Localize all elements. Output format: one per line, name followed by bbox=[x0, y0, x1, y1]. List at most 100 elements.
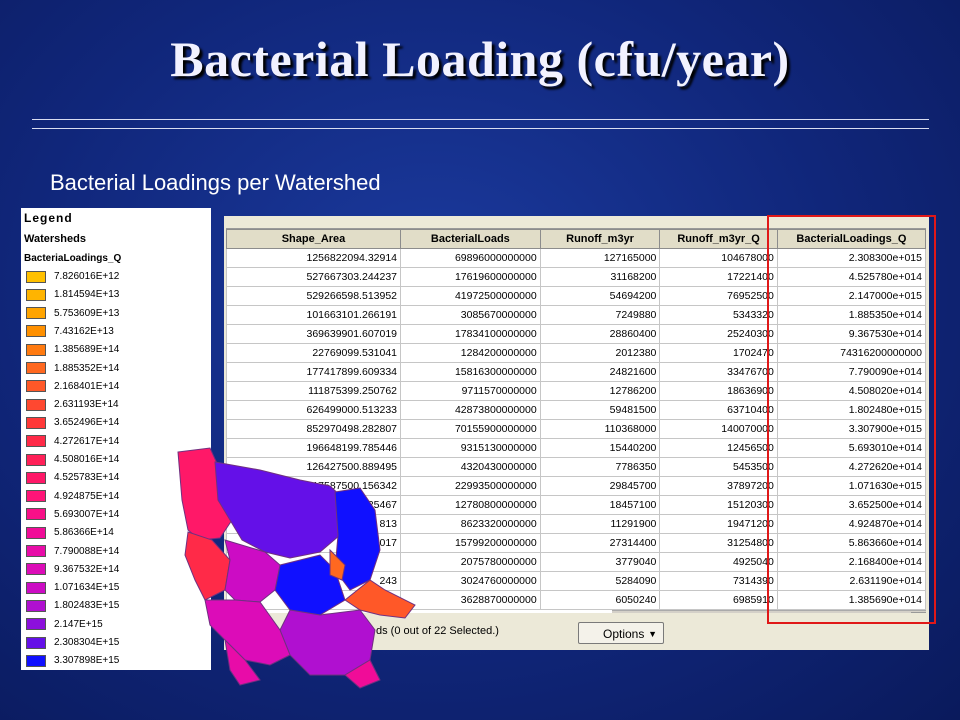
table-cell: 852970498.282807 bbox=[226, 419, 402, 439]
legend-label: 5.86366E+14 bbox=[54, 527, 114, 539]
legend-label: 9.367532E+14 bbox=[54, 563, 120, 575]
table-cell: 12786200 bbox=[539, 381, 661, 401]
table-cell: 127165000 bbox=[539, 248, 661, 268]
table-cell: 3.307900e+015 bbox=[776, 419, 926, 439]
legend-item: 4.272617E+14 bbox=[26, 435, 119, 448]
watershed-south-east bbox=[344, 659, 381, 689]
legend-item: 1.071634E+15 bbox=[26, 581, 119, 594]
table-row[interactable]: 22769099.531041 1284200000000 2012380 17024… bbox=[226, 343, 926, 363]
column-header[interactable]: Runoff_m3yr_Q bbox=[659, 229, 778, 249]
table-cell: 8623320000000 bbox=[400, 514, 541, 534]
table-cell: 3628870000000 bbox=[400, 590, 541, 610]
slide-subtitle: Bacterial Loadings per Watershed bbox=[50, 170, 381, 195]
table-cell: 4320430000000 bbox=[400, 457, 541, 477]
table-cell: 5284090 bbox=[539, 571, 661, 591]
legend-item: 7.43162E+13 bbox=[26, 325, 114, 338]
legend-item: 2.147E+15 bbox=[26, 618, 103, 631]
legend-item: 4.508016E+14 bbox=[26, 453, 119, 466]
legend-item: 7.790088E+14 bbox=[26, 545, 119, 558]
legend-label: 3.307898E+15 bbox=[54, 655, 120, 667]
legend-swatch bbox=[26, 545, 46, 557]
table-cell: 1284200000000 bbox=[400, 343, 541, 363]
legend-label: 2.147E+15 bbox=[54, 618, 103, 630]
legend-item: 1.385689E+14 bbox=[26, 343, 119, 356]
legend-swatch bbox=[26, 636, 46, 649]
table-cell: 31254800 bbox=[659, 533, 778, 553]
legend-item: 2.168401E+14 bbox=[26, 380, 119, 393]
table-cell: 527667303.244237 bbox=[226, 267, 402, 287]
legend-item: 5.693007E+14 bbox=[26, 508, 119, 521]
map-legend: Legend Watersheds BacteriaLoadings_Q 7.8… bbox=[21, 208, 211, 670]
legend-swatch bbox=[26, 416, 46, 429]
watershed-orange-small bbox=[329, 548, 346, 581]
table-row[interactable]: 101663101.266191 3085670000000 7249880 5343… bbox=[226, 305, 926, 325]
table-cell: 3.652500e+014 bbox=[776, 495, 926, 515]
legend-label: 2.631193E+14 bbox=[54, 399, 119, 411]
horizontal-scrollbar[interactable]: ▶ bbox=[612, 610, 926, 613]
table-row[interactable]: 527667303.244237 17619600000000 31168200 17… bbox=[226, 267, 926, 287]
table-cell: 7249880 bbox=[539, 305, 661, 325]
legend-label: 7.43162E+13 bbox=[54, 325, 114, 337]
table-cell: 6050240 bbox=[539, 590, 661, 610]
table-row[interactable]: 111875399.250762 9711570000000 12786200 186… bbox=[226, 381, 926, 401]
table-row[interactable]: 529266598.513952 41972500000000 54694200 76… bbox=[226, 286, 926, 306]
table-row[interactable]: 813 8623320000000 11291900 19471200 4.924870… bbox=[226, 514, 926, 534]
table-row[interactable]: 852970498.282807 70155900000000 110368000 1… bbox=[226, 419, 926, 439]
table-cell: 2012380 bbox=[539, 343, 661, 363]
legend-layer-name: Watersheds bbox=[24, 233, 86, 245]
column-header[interactable]: BacterialLoads bbox=[400, 229, 541, 249]
legend-item: 4.924875E+14 bbox=[26, 490, 119, 503]
legend-item: 3.307898E+15 bbox=[26, 654, 119, 667]
table-cell: 9.367530e+014 bbox=[776, 324, 926, 344]
table-row[interactable]: 196648199.785446 9315130000000 15440200 124… bbox=[226, 438, 926, 458]
legend-label: 1.071634E+15 bbox=[54, 582, 120, 594]
table-cell: 101663101.266191 bbox=[226, 305, 402, 325]
table-cell: 17619600000000 bbox=[400, 267, 541, 287]
legend-label: 4.508016E+14 bbox=[54, 454, 120, 465]
legend-swatch bbox=[26, 654, 46, 667]
legend-item: 2.631193E+14 bbox=[26, 398, 119, 411]
table-cell: 4.272620e+014 bbox=[776, 457, 926, 477]
legend-label: 1.385689E+14 bbox=[54, 344, 120, 356]
table-cell: 59481500 bbox=[539, 400, 661, 420]
legend-label: 4.272617E+14 bbox=[54, 435, 120, 447]
scroll-right-arrow-icon[interactable]: ▶ bbox=[911, 612, 926, 613]
table-row[interactable]: 126427500.889495 4320430000000 7786350 5453… bbox=[226, 457, 926, 477]
table-row[interactable]: 626499000.513233 42873800000000 59481500 63… bbox=[226, 400, 926, 420]
column-header[interactable]: Runoff_m3yr bbox=[539, 229, 661, 249]
table-row[interactable]: 1256822094.32914 69896000000000 127165000 1… bbox=[226, 248, 926, 268]
table-cell: 5.863660e+014 bbox=[776, 533, 926, 553]
watershed-map bbox=[177, 447, 416, 689]
table-cell: 2.147000e+015 bbox=[776, 286, 926, 306]
table-cell: 15816300000000 bbox=[400, 362, 541, 382]
table-cell: 3024760000000 bbox=[400, 571, 541, 591]
legend-swatch bbox=[26, 398, 46, 411]
options-button[interactable]: Options ▼ bbox=[578, 622, 664, 644]
legend-label: 4.924875E+14 bbox=[54, 490, 120, 502]
column-header[interactable]: Shape_Area bbox=[226, 229, 402, 249]
table-cell: 177417899.609334 bbox=[226, 362, 402, 382]
legend-item: 5.753609E+13 bbox=[26, 307, 119, 320]
table-row[interactable]: 177417899.609334 15816300000000 24821600 33… bbox=[226, 362, 926, 382]
table-cell: 196648199.785446 bbox=[226, 438, 402, 458]
table-cell: 4.924870e+014 bbox=[776, 514, 926, 534]
grid-header-row: Shape_Area BacterialLoads Runoff_m3yr Runof… bbox=[226, 229, 926, 249]
options-button-label: Options bbox=[603, 627, 645, 641]
legend-swatch bbox=[26, 581, 46, 594]
table-cell: 626499000.513233 bbox=[226, 400, 402, 420]
table-cell: 33476700 bbox=[659, 362, 778, 382]
column-header[interactable]: BacterialLoadings_Q bbox=[776, 229, 926, 249]
table-cell: 4925040 bbox=[659, 552, 778, 572]
table-cell: 3779040 bbox=[539, 552, 661, 572]
table-cell: 1.885350e+014 bbox=[776, 305, 926, 325]
legend-swatch bbox=[26, 270, 46, 283]
legend-label: 5.693007E+14 bbox=[54, 508, 120, 520]
table-cell: 369639901.607019 bbox=[226, 324, 402, 344]
table-cell: 11291900 bbox=[539, 514, 661, 534]
table-cell: 17221400 bbox=[659, 267, 778, 287]
table-cell: 1702470 bbox=[659, 343, 778, 363]
legend-item: 2.308304E+15 bbox=[26, 636, 119, 649]
legend-item: 1.885352E+14 bbox=[26, 362, 119, 375]
table-row[interactable]: 369639901.607019 17834100000000 28860400 25… bbox=[226, 324, 926, 344]
table-cell: 17834100000000 bbox=[400, 324, 541, 344]
